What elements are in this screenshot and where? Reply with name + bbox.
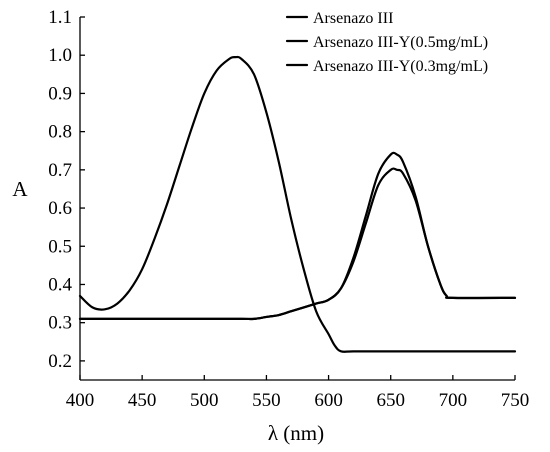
series-layer [78,55,517,353]
x-tick-label: 700 [439,390,468,411]
series-line-3 [78,167,517,321]
legend-label: Arsenazo III-Y(0.3mg/mL) [313,58,488,75]
x-tick-label: 550 [252,390,281,411]
series-line-2 [78,151,517,321]
y-tick-label: 0.7 [48,160,72,181]
legend: Arsenazo III Arsenazo III-Y(0.5mg/mL) Arse… [285,10,488,75]
x-tick-label: 600 [314,390,343,411]
x-axis-title: λ (nm) [268,421,324,445]
y-tick-label: 1.1 [48,7,72,28]
y-tick-label: 1.0 [48,45,72,66]
y-tick-label: 0.2 [48,351,72,372]
x-tick-label: 450 [128,390,157,411]
y-tick-label: 0.9 [48,83,72,104]
y-tick-label: 0.3 [48,313,72,334]
y-tick-label: 0.8 [48,122,72,143]
y-axis-title: A [12,177,28,201]
x-tick-label: 500 [190,390,219,411]
y-tick-label: 0.6 [48,198,72,219]
legend-label: Arsenazo III-Y(0.5mg/mL) [313,34,488,51]
y-tick-label: 0.4 [48,274,72,295]
legend-label: Arsenazo III [313,10,393,27]
axes-layer: 400 450 500 550 600 650 700 750 0.2 0.3 0.4 0.5 0.6 0… [48,7,529,411]
x-tick-label: 400 [66,390,95,411]
series-line-1 [78,55,517,353]
x-tick-label: 650 [376,390,405,411]
x-tick-label: 750 [501,390,530,411]
y-tick-label: 0.5 [48,236,72,257]
